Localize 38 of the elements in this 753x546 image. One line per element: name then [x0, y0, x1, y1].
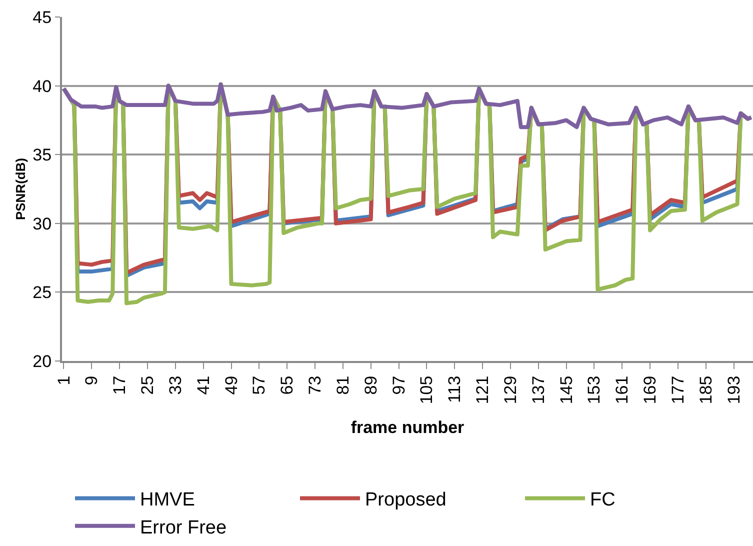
legend-label: Error Free — [140, 517, 227, 538]
legend-label: HMVE — [140, 490, 195, 511]
x-axis-title: frame number — [350, 418, 465, 438]
x-tick-label: 17 — [110, 376, 130, 395]
x-tick-label: 89 — [361, 376, 380, 395]
line-series — [62, 82, 753, 130]
x-tick-label: 113 — [445, 376, 464, 403]
x-tick-label: 145 — [556, 376, 576, 404]
x-tick-label: 177 — [668, 376, 688, 404]
legend-label: Proposed — [365, 490, 446, 511]
y-tick-label: 20 — [32, 352, 52, 371]
x-tick-label: 57 — [250, 376, 269, 395]
x-tick-label: 121 — [473, 376, 492, 404]
x-tick-label: 169 — [640, 376, 660, 404]
x-tick-label: 25 — [138, 376, 158, 395]
x-tick-label: 41 — [194, 376, 213, 395]
x-tick-label: 161 — [612, 376, 632, 404]
x-tick-label: 97 — [389, 376, 408, 395]
x-tick-label: 73 — [306, 376, 325, 395]
y-tick-label: 35 — [32, 146, 52, 165]
x-tick-label: 1 — [54, 376, 74, 386]
legend-label: FC — [590, 490, 616, 511]
y-tick-label: 40 — [32, 76, 52, 96]
y-axis-title: PSNR(dB) — [13, 158, 28, 220]
x-tick-label: 49 — [222, 376, 241, 395]
x-tick-label: 193 — [724, 376, 744, 404]
x-tick-label: 33 — [166, 376, 185, 395]
x-tick-label: 65 — [278, 376, 297, 395]
x-tick-label: 129 — [500, 376, 520, 404]
x-tick-label: 137 — [528, 376, 548, 404]
x-tick-label: 9 — [82, 376, 102, 386]
x-tick-label: 81 — [333, 376, 352, 395]
y-tick-label: 25 — [32, 283, 52, 302]
x-tick-label: 153 — [584, 376, 604, 404]
x-tick-label: 185 — [696, 376, 716, 404]
x-tick-label: 105 — [417, 376, 436, 404]
y-tick-label: 45 — [32, 8, 52, 27]
y-tick-label: 30 — [32, 214, 52, 234]
